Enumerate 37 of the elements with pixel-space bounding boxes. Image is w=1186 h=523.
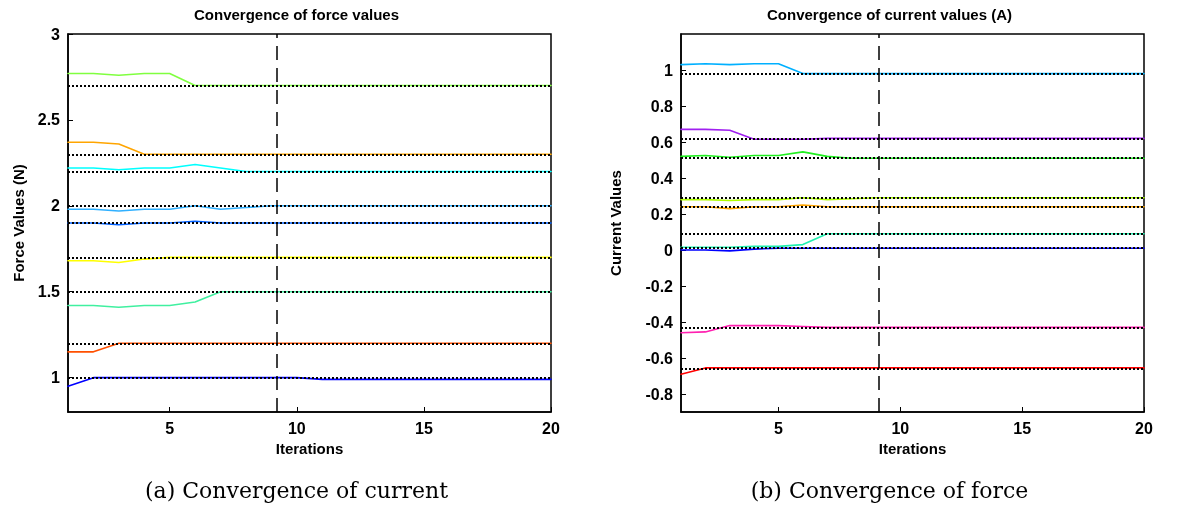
y-tick-label: -0.4 xyxy=(645,313,674,331)
chart-title: Convergence of current values (A) xyxy=(766,6,1013,23)
x-tick-label: 5 xyxy=(165,419,175,437)
line-series xyxy=(67,163,552,173)
y-tick-label: 0.8 xyxy=(650,97,674,115)
y-axis-title: Current Values xyxy=(607,170,624,276)
y-tick-label: 3 xyxy=(51,25,61,43)
y-tick-label: -0.2 xyxy=(645,277,674,295)
x-tick-label: 15 xyxy=(415,419,433,437)
y-tick-label: 1 xyxy=(664,61,674,79)
y-tick-label: -0.8 xyxy=(645,385,674,403)
y-tick-label: 1 xyxy=(51,369,61,387)
x-tick-label: 15 xyxy=(1013,419,1032,437)
y-tick-label: 0.6 xyxy=(650,133,674,151)
x-tick-label: 10 xyxy=(891,419,910,437)
y-tick-label: 2 xyxy=(51,197,61,215)
x-tick-label: 20 xyxy=(542,419,560,437)
y-axis-title: Force Values (N) xyxy=(10,164,27,282)
y-tick-label: 2.5 xyxy=(37,111,61,129)
line-series xyxy=(680,128,1145,141)
y-tick-label: 0.4 xyxy=(650,169,674,187)
chart-title: Convergence of force values xyxy=(193,6,400,23)
line-series xyxy=(680,324,1145,334)
text: (b) Convergence of force xyxy=(749,478,1030,503)
text: (a) Convergence of current xyxy=(144,478,449,503)
x-tick-label: 5 xyxy=(774,419,784,437)
line-series xyxy=(67,290,552,308)
x-tick-label: 10 xyxy=(287,419,306,437)
line-series xyxy=(680,233,1145,249)
y-tick-label: -0.6 xyxy=(645,349,674,367)
x-tick-label: 20 xyxy=(1135,419,1153,437)
x-axis-title: Iterations xyxy=(275,439,344,457)
y-tick-label: 0.2 xyxy=(650,205,674,223)
line-series xyxy=(680,151,1145,159)
y-tick-label: 0 xyxy=(664,241,674,259)
y-tick-label: 1.5 xyxy=(37,283,61,301)
x-axis-title: Iterations xyxy=(878,439,947,457)
